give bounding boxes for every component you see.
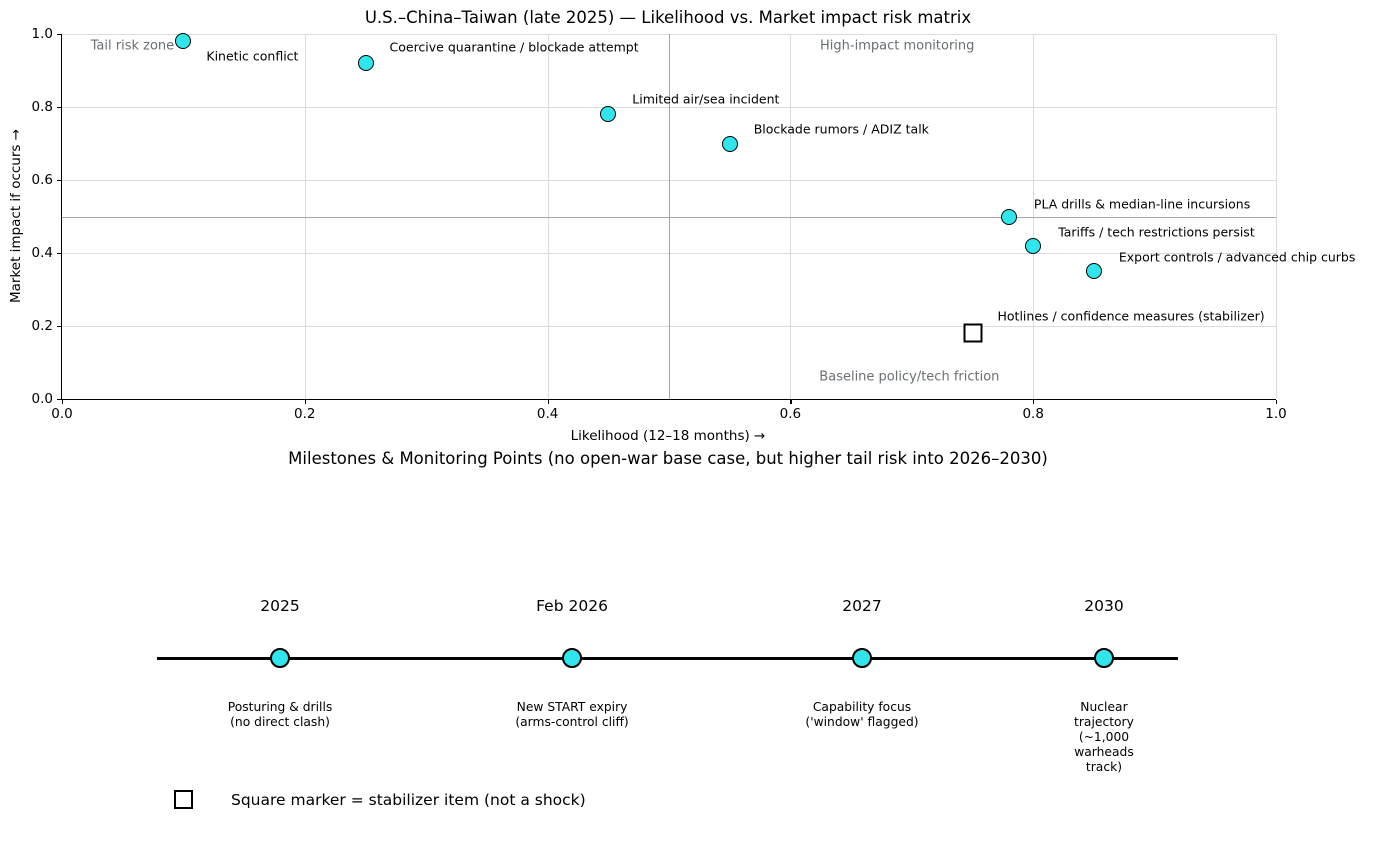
scatter-point-limited-air-sea-incident (600, 106, 617, 123)
milestone-caption-2025: Posturing & drills (no direct clash) (227, 700, 333, 729)
milestone-marker-2027 (852, 648, 872, 668)
scatter-point-hotlines-confidence-measures-stabilizer (963, 323, 982, 343)
point-label-pla-drills-median-line-incursions: PLA drills & median-line incursions (1033, 196, 1251, 211)
timeline: 2025 Posturing & drills (no direct clash)… (157, 590, 1178, 774)
y-tick-0.4 (57, 253, 61, 255)
y-tick-0.8 (57, 107, 61, 109)
point-label-hotlines-confidence-measures-stabilizer: Hotlines / confidence measures (stabiliz… (997, 308, 1265, 324)
y-tick-label-0.2: 0.2 (31, 318, 53, 334)
x-tick-label-0: 0.0 (51, 406, 73, 422)
timeline-subtitle: Milestones & Monitoring Points (no open-… (288, 449, 1048, 468)
x-tick-label-0.4: 0.4 (536, 406, 559, 422)
y-tick-label-0.8: 0.8 (31, 99, 53, 115)
point-label-blockade-rumors-adiz-talk: Blockade rumors / ADIZ talk (753, 121, 929, 136)
zone-label-high-impact-monitoring: High-impact monitoring (820, 38, 975, 54)
square-marker-legend-icon (174, 790, 193, 809)
y-tick-label-0.4: 0.4 (31, 245, 53, 261)
y-tick-label-1: 1.0 (31, 26, 53, 42)
reference-line-y (62, 216, 1276, 218)
point-label-tariffs-tech-restrictions-persist: Tariffs / tech restrictions persist (1058, 224, 1255, 240)
point-label-kinetic-conflict: Kinetic conflict (206, 48, 299, 64)
milestone-caption-2027: Capability focus ('window' flagged) (805, 700, 919, 729)
milestone-year-2025: 2025 (260, 597, 300, 615)
x-tick-label-0.6: 0.6 (779, 406, 802, 422)
x-tick-label-0.2: 0.2 (294, 406, 316, 422)
milestone-year-2030: 2030 (1084, 597, 1124, 615)
y-tick-1 (57, 34, 61, 36)
timeline-axis-line (157, 657, 1178, 660)
milestone-year-2027: 2027 (842, 597, 882, 615)
milestone-caption-feb-2026: New START expiry (arms-control cliff) (515, 700, 629, 729)
scatter-point-blockade-rumors-adiz-talk (721, 135, 738, 152)
x-tick-1 (1276, 400, 1278, 404)
x-tick-label-0.8: 0.8 (1022, 406, 1044, 422)
scatter-point-kinetic-conflict (175, 33, 192, 50)
legend: Square marker = stabilizer item (not a s… (174, 790, 586, 809)
x-tick-label-1: 1.0 (1265, 406, 1287, 422)
x-tick-0.2 (304, 400, 306, 404)
point-label-export-controls-advanced-chip-curbs: Export controls / advanced chip curbs (1118, 249, 1356, 265)
y-tick-0.6 (57, 180, 61, 182)
x-axis-label: Likelihood (12–18 months) → (570, 428, 766, 444)
milestone-marker-2030 (1093, 648, 1114, 668)
point-label-coercive-quarantine-blockade-attempt: Coercive quarantine / blockade attempt (389, 39, 639, 55)
scatter-point-pla-drills-median-line-incursions (1000, 208, 1017, 225)
gridline-x-1 (1276, 34, 1277, 399)
y-tick-0 (57, 399, 61, 401)
x-tick-0 (62, 400, 64, 404)
point-label-limited-air-sea-incident: Limited air/sea incident (632, 91, 780, 107)
chart-title: U.S.–China–Taiwan (late 2025) — Likeliho… (364, 8, 972, 27)
y-tick-0.2 (57, 326, 61, 328)
milestone-marker-feb-2026 (562, 648, 583, 668)
zone-label-tail-risk-zone: Tail risk zone (90, 38, 175, 54)
x-tick-0.8 (1033, 400, 1035, 404)
y-tick-label-0.6: 0.6 (31, 172, 53, 188)
scatter-point-export-controls-advanced-chip-curbs (1085, 263, 1102, 280)
x-tick-0.4 (547, 400, 549, 404)
plot-area: 0.0 0.2 0.4 0.6 0.8 1.0 0.0 0.2 0.4 0.6 0.8 1.0 Tail… (32, 26, 1356, 422)
y-tick-label-0: 0.0 (31, 391, 53, 407)
legend-label: Square marker = stabilizer item (not a s… (231, 790, 586, 809)
scatter-point-coercive-quarantine-blockade-attempt (357, 55, 374, 72)
milestone-year-feb-2026: Feb 2026 (536, 597, 608, 615)
scatter-point-tariffs-tech-restrictions-persist (1025, 237, 1042, 254)
zone-label-baseline-policy-tech-friction: Baseline policy/tech friction (819, 369, 1000, 385)
milestone-caption-2030: Nuclear trajectory (~1,000 warheads trac… (1074, 700, 1134, 774)
x-tick-0.6 (790, 400, 792, 404)
milestone-marker-2025 (270, 648, 291, 668)
y-axis-label: Market impact if occurs → (8, 128, 24, 304)
